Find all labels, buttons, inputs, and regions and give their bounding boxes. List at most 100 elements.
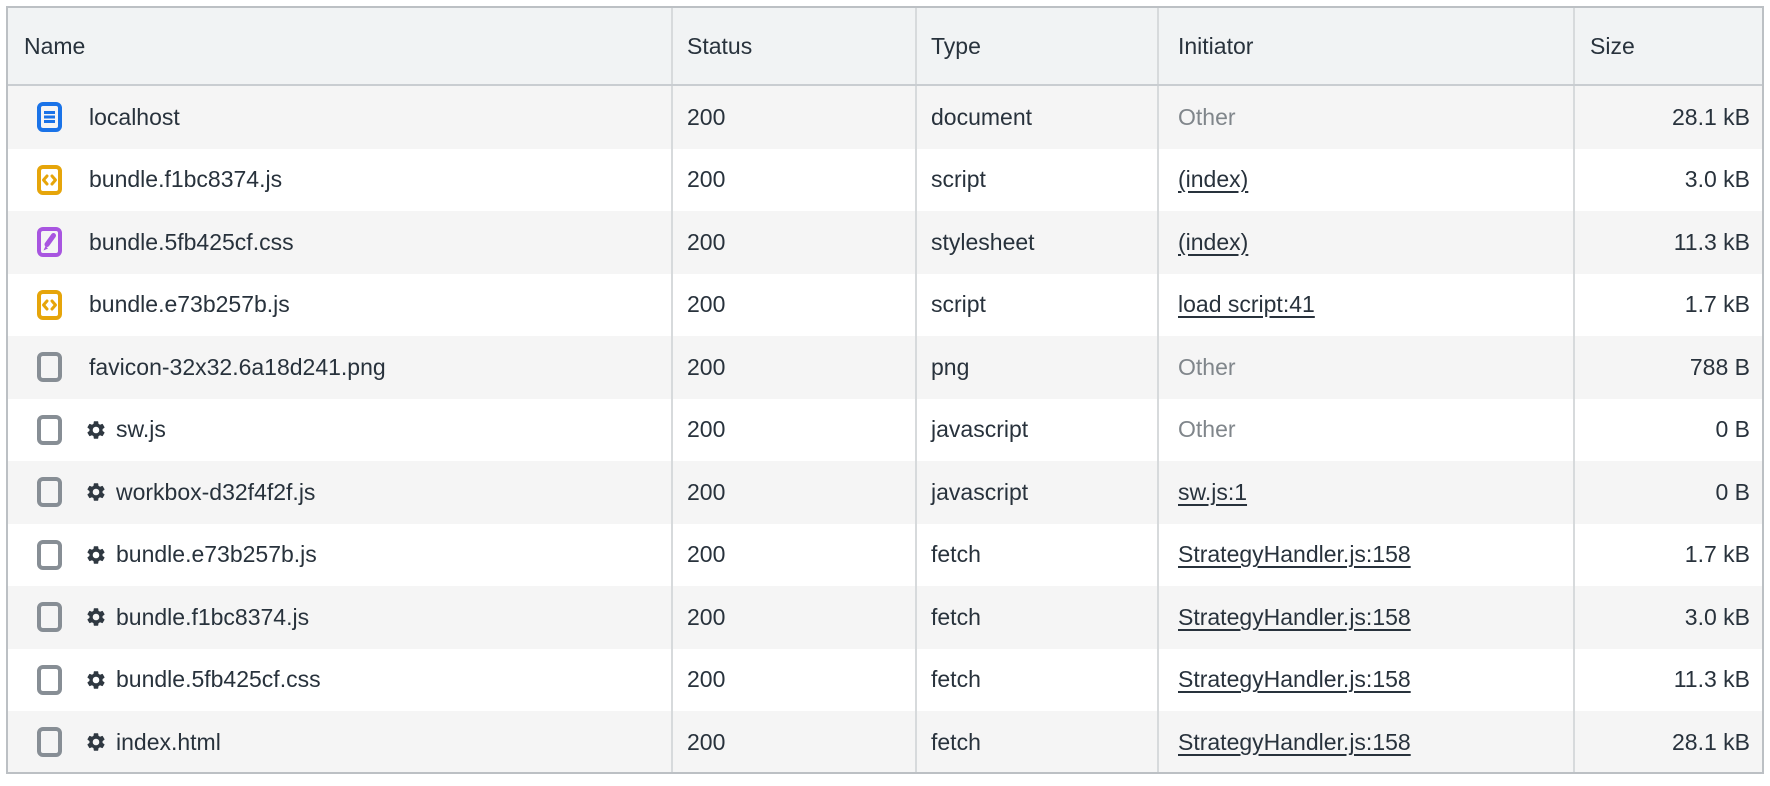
- gear-icon: [85, 419, 107, 441]
- request-name-cell[interactable]: localhost: [8, 86, 673, 149]
- type-cell: script: [917, 148, 1159, 211]
- initiator-link[interactable]: (index): [1178, 166, 1249, 193]
- status-cell: 200: [673, 398, 917, 461]
- generic-icon: [36, 664, 63, 696]
- status-cell: 200: [673, 461, 917, 524]
- initiator-cell: Other: [1159, 398, 1575, 461]
- request-name-cell[interactable]: bundle.e73b257b.js: [8, 523, 673, 586]
- table-row[interactable]: bundle.5fb425cf.css 200 fetch StrategyHa…: [8, 648, 1762, 711]
- request-name: favicon-32x32.6a18d241.png: [89, 353, 386, 380]
- table-row[interactable]: bundle.5fb425cf.css 200 stylesheet (inde…: [8, 211, 1762, 274]
- gear-icon: [85, 544, 107, 566]
- type-cell: script: [917, 273, 1159, 336]
- column-header-initiator[interactable]: Initiator: [1159, 8, 1575, 84]
- type-cell: document: [917, 86, 1159, 149]
- table-row[interactable]: index.html 200 fetch StrategyHandler.js:…: [8, 711, 1762, 772]
- table-row[interactable]: workbox-d32f4f2f.js 200 javascript sw.js…: [8, 461, 1762, 524]
- initiator-text: Other: [1178, 416, 1236, 443]
- initiator-text: Other: [1178, 353, 1236, 380]
- type-cell: javascript: [917, 461, 1159, 524]
- status-cell: 200: [673, 711, 917, 772]
- generic-icon: [36, 539, 63, 571]
- generic-icon: [36, 476, 63, 508]
- gear-icon: [85, 481, 107, 503]
- initiator-link[interactable]: (index): [1178, 228, 1249, 255]
- size-cell: 0 B: [1715, 478, 1750, 505]
- initiator-cell: Other: [1159, 336, 1575, 399]
- request-name: bundle.f1bc8374.js: [89, 166, 283, 193]
- type-cell: fetch: [917, 523, 1159, 586]
- initiator-link[interactable]: StrategyHandler.js:158: [1178, 666, 1411, 693]
- initiator-cell: Other: [1159, 86, 1575, 149]
- document-icon: [36, 101, 63, 133]
- initiator-link[interactable]: sw.js:1: [1178, 478, 1248, 505]
- size-cell: 0 B: [1715, 416, 1750, 443]
- status-cell: 200: [673, 523, 917, 586]
- column-header-status[interactable]: Status: [673, 8, 917, 84]
- initiator-cell: (index): [1159, 211, 1575, 274]
- initiator-cell: load script:41: [1159, 273, 1575, 336]
- request-name-cell[interactable]: workbox-d32f4f2f.js: [8, 461, 673, 524]
- generic-icon: [36, 351, 63, 383]
- size-cell: 788 B: [1689, 353, 1750, 380]
- type-cell: fetch: [917, 648, 1159, 711]
- request-name-cell[interactable]: favicon-32x32.6a18d241.png: [8, 336, 673, 399]
- initiator-cell: StrategyHandler.js:158: [1159, 523, 1575, 586]
- generic-icon: [36, 726, 63, 758]
- type-cell: png: [917, 336, 1159, 399]
- size-cell: 3.0 kB: [1684, 166, 1750, 193]
- size-cell: 28.1 kB: [1672, 103, 1750, 130]
- request-name-cell[interactable]: bundle.5fb425cf.css: [8, 211, 673, 274]
- table-body: localhost 200 document Other 28.1 kB bun…: [8, 86, 1762, 772]
- size-cell: 11.3 kB: [1673, 666, 1750, 693]
- status-cell: 200: [673, 586, 917, 649]
- column-header-type[interactable]: Type: [917, 8, 1159, 84]
- request-name: bundle.5fb425cf.css: [89, 228, 294, 255]
- script-icon: [36, 289, 63, 321]
- table-header-row: Name Status Type Initiator Size: [8, 8, 1762, 86]
- initiator-link[interactable]: StrategyHandler.js:158: [1178, 728, 1411, 755]
- request-name-cell[interactable]: bundle.5fb425cf.css: [8, 648, 673, 711]
- script-icon: [36, 164, 63, 196]
- type-cell: fetch: [917, 586, 1159, 649]
- table-row[interactable]: bundle.e73b257b.js 200 fetch StrategyHan…: [8, 523, 1762, 586]
- initiator-cell: (index): [1159, 148, 1575, 211]
- request-name-cell[interactable]: bundle.f1bc8374.js: [8, 148, 673, 211]
- request-name: workbox-d32f4f2f.js: [116, 478, 316, 505]
- table-row[interactable]: bundle.f1bc8374.js 200 fetch StrategyHan…: [8, 586, 1762, 649]
- initiator-cell: StrategyHandler.js:158: [1159, 648, 1575, 711]
- request-name: bundle.5fb425cf.css: [116, 666, 321, 693]
- initiator-cell: StrategyHandler.js:158: [1159, 711, 1575, 772]
- size-cell: 1.7 kB: [1684, 541, 1750, 568]
- status-cell: 200: [673, 86, 917, 149]
- initiator-link[interactable]: load script:41: [1178, 291, 1315, 318]
- status-cell: 200: [673, 211, 917, 274]
- request-name: bundle.f1bc8374.js: [116, 603, 310, 630]
- initiator-link[interactable]: StrategyHandler.js:158: [1178, 603, 1411, 630]
- status-cell: 200: [673, 148, 917, 211]
- table-row[interactable]: sw.js 200 javascript Other 0 B: [8, 398, 1762, 461]
- size-cell: 1.7 kB: [1684, 291, 1750, 318]
- generic-icon: [36, 414, 63, 446]
- size-cell: 11.3 kB: [1673, 228, 1750, 255]
- initiator-cell: StrategyHandler.js:158: [1159, 586, 1575, 649]
- request-name: bundle.e73b257b.js: [116, 541, 317, 568]
- gear-icon: [85, 731, 107, 753]
- request-name-cell[interactable]: index.html: [8, 711, 673, 772]
- request-name-cell[interactable]: bundle.f1bc8374.js: [8, 586, 673, 649]
- table-row[interactable]: bundle.f1bc8374.js 200 script (index) 3.…: [8, 148, 1762, 211]
- column-header-size[interactable]: Size: [1590, 32, 1635, 59]
- table-row[interactable]: localhost 200 document Other 28.1 kB: [8, 86, 1762, 149]
- request-name: localhost: [89, 103, 180, 130]
- request-name: bundle.e73b257b.js: [89, 291, 290, 318]
- request-name-cell[interactable]: sw.js: [8, 398, 673, 461]
- table-row[interactable]: bundle.e73b257b.js 200 script load scrip…: [8, 273, 1762, 336]
- status-cell: 200: [673, 336, 917, 399]
- initiator-link[interactable]: StrategyHandler.js:158: [1178, 541, 1411, 568]
- initiator-text: Other: [1178, 103, 1236, 130]
- request-name: sw.js: [116, 416, 166, 443]
- type-cell: stylesheet: [917, 211, 1159, 274]
- request-name-cell[interactable]: bundle.e73b257b.js: [8, 273, 673, 336]
- table-row[interactable]: favicon-32x32.6a18d241.png 200 png Other…: [8, 336, 1762, 399]
- column-header-name[interactable]: Name: [8, 8, 673, 84]
